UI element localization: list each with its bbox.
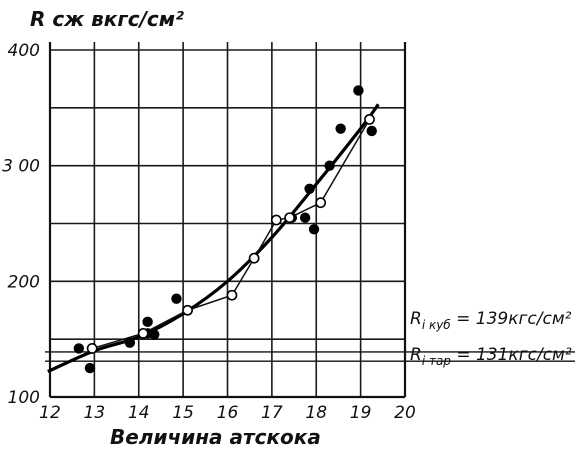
filled-point [366, 125, 377, 137]
tick-labels: 12 13 14 15 16 17 18 19 20 400 3 00 200 100 [2, 41, 416, 423]
x-tick-label: 16 [217, 403, 239, 423]
data-points [73, 85, 377, 374]
filled-point [308, 224, 320, 235]
y-tick-label: 100 [8, 388, 40, 408]
open-point [86, 343, 98, 354]
open-point [226, 289, 238, 301]
filled-point [324, 160, 335, 171]
filled-point [299, 212, 311, 223]
open-point [182, 304, 193, 316]
x-tick-label: 14 [128, 403, 150, 423]
open-point [315, 197, 327, 209]
reference-label: Ri тар = 131кгс/см² [410, 345, 572, 368]
filled-point [73, 343, 85, 354]
x-tick-label: 13 [84, 403, 106, 423]
y-tick-label: 400 [8, 41, 40, 61]
y-tick-label: 3 00 [2, 157, 40, 177]
filled-point [171, 293, 182, 304]
y-tick-label: 200 [8, 272, 40, 292]
open-series-line [91, 119, 371, 350]
x-tick-label: 20 [394, 403, 416, 423]
filled-point [84, 362, 96, 374]
open-point [137, 327, 149, 339]
filled-point [149, 329, 160, 340]
x-tick-label: 12 [39, 403, 61, 423]
x-tick-label: 18 [305, 403, 327, 423]
open-point [270, 214, 282, 226]
reference-lines: Ri куб = 139кгс/см² Ri тар = 131кгс/см² [45, 309, 575, 368]
grid [48, 42, 407, 399]
x-tick-label: 19 [350, 403, 372, 423]
open-point [364, 114, 375, 125]
reference-label: Ri куб = 139кгс/см² [410, 309, 572, 332]
filled-point [353, 85, 364, 96]
x-axis-title: Величина атскока [110, 425, 321, 449]
filled-point [142, 316, 153, 328]
open-point [284, 212, 296, 224]
filled-point [124, 337, 136, 348]
fit-curve [47, 103, 380, 374]
y-axis-title: R сж вкгс/см² [30, 7, 184, 31]
x-tick-label: 17 [261, 403, 283, 423]
filled-point [304, 183, 315, 194]
x-tick-label: 15 [172, 403, 194, 423]
filled-point [335, 123, 346, 134]
open-point [248, 252, 260, 264]
